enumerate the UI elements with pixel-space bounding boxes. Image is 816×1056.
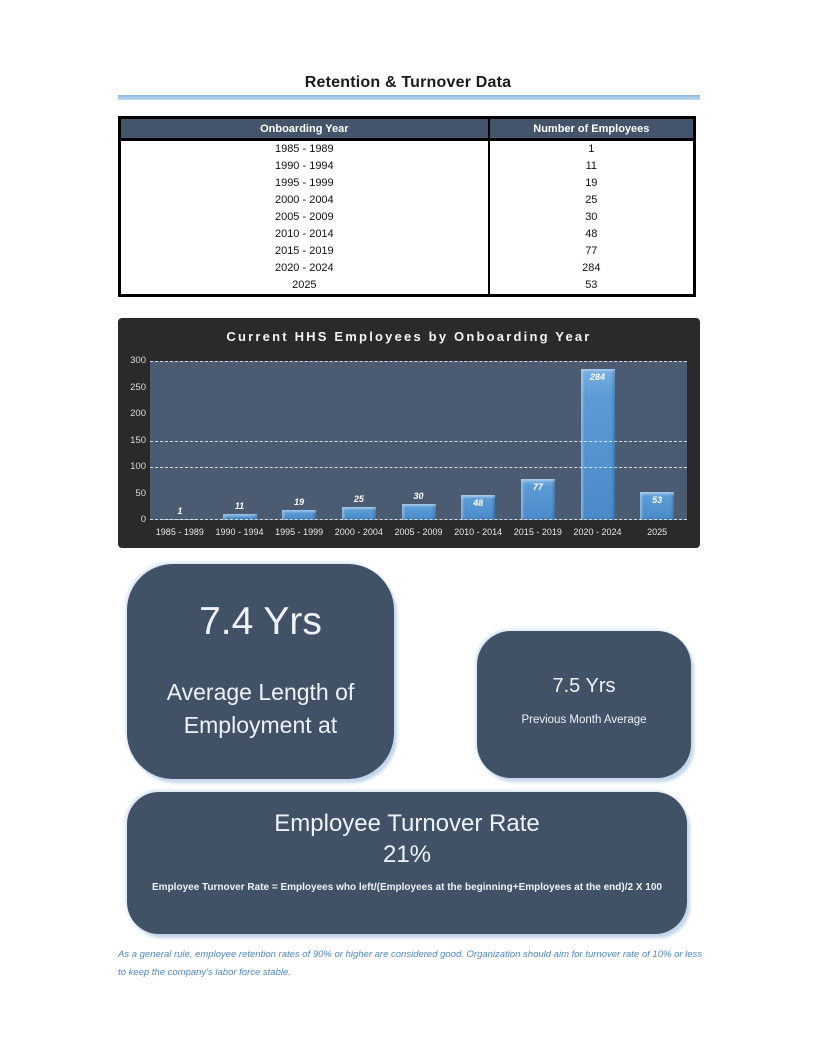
table-row: 2015 - 2019 77 xyxy=(119,243,695,260)
y-axis-label: 250 xyxy=(130,381,146,393)
average-length-value: 7.4 Yrs xyxy=(199,600,322,643)
table-row: 1995 - 1999 19 xyxy=(119,175,695,192)
previous-month-value: 7.5 Yrs xyxy=(552,675,616,697)
y-axis-label: 200 xyxy=(130,408,146,419)
footnote-text: As a general rule, employee retention ra… xyxy=(118,949,703,979)
cell-onboarding-year: 2010 - 2014 xyxy=(119,226,489,243)
x-axis-label: 2015 - 2019 xyxy=(513,527,562,537)
bar-2005 - 2009 xyxy=(401,504,436,520)
table-header-row: Onboarding Year Number of Employees xyxy=(119,117,695,141)
cell-onboarding-year: 1995 - 1999 xyxy=(119,175,489,192)
x-axis-label: 2005 - 2009 xyxy=(394,527,443,537)
table-header-number-of-employees: Number of Employees xyxy=(487,117,695,141)
cell-onboarding-year: 1990 - 1994 xyxy=(119,158,489,175)
y-axis-label: 0 xyxy=(140,514,146,525)
cell-number-of-employees: 30 xyxy=(487,209,695,226)
table-row: 2000 - 2004 25 xyxy=(119,192,695,209)
x-axis-label: 1995 - 1999 xyxy=(275,527,324,537)
cell-onboarding-year: 1985 - 1989 xyxy=(119,139,489,158)
bar-value-label: 11 xyxy=(234,501,245,512)
turnover-rate-value: 21% xyxy=(382,841,432,868)
cell-onboarding-year: 2025 xyxy=(119,277,489,296)
gridline-300 xyxy=(150,361,687,362)
card-previous-month-average: 7.5 Yrs Previous Month Average xyxy=(477,631,691,778)
gridline-0 xyxy=(150,519,687,520)
bar-value-label: 30 xyxy=(413,491,424,502)
bar-value-label: 77 xyxy=(532,482,543,493)
x-axis-label: 1990 - 1994 xyxy=(215,527,264,537)
y-axis-label: 50 xyxy=(135,487,146,499)
gridline-100 xyxy=(150,467,687,468)
bar-2010 - 2014 xyxy=(461,494,496,520)
turnover-rate-formula: Employee Turnover Rate = Employees who l… xyxy=(152,882,662,893)
table-row: 2005 - 2009 30 xyxy=(119,209,695,226)
bar-value-label: 284 xyxy=(589,372,606,383)
average-length-label: Average Length of Employment at xyxy=(166,679,355,739)
cell-number-of-employees: 48 xyxy=(487,226,695,243)
bar-2025 xyxy=(640,491,675,520)
cell-number-of-employees: 25 xyxy=(487,192,695,209)
onboarding-table: Onboarding Year Number of Employees 1985… xyxy=(118,116,696,297)
bar-1995 - 1999 xyxy=(282,509,317,520)
y-axis-label: 300 xyxy=(130,355,146,366)
y-axis-label: 100 xyxy=(130,461,146,472)
turnover-rate-title: Employee Turnover Rate xyxy=(274,810,540,837)
cell-onboarding-year: 2015 - 2019 xyxy=(119,243,489,260)
cell-number-of-employees: 77 xyxy=(487,243,695,260)
bar-value-label: 25 xyxy=(353,493,364,504)
y-axis-label: 150 xyxy=(130,434,146,446)
bar-value-label: 53 xyxy=(652,494,663,505)
cell-onboarding-year: 2020 - 2024 xyxy=(119,260,489,277)
plot-area: 1 11 19 25 30 48 77 284 53 xyxy=(150,361,687,520)
previous-month-label: Previous Month Average xyxy=(521,714,647,726)
table-row: 1985 - 1989 1 xyxy=(119,139,695,158)
cell-number-of-employees: 284 xyxy=(487,260,695,277)
title-underline-rule xyxy=(118,95,700,100)
table-row: 1990 - 1994 11 xyxy=(119,158,695,175)
bar-value-label: 48 xyxy=(473,497,484,508)
table-row: 2010 - 2014 48 xyxy=(119,226,695,243)
cell-onboarding-year: 2005 - 2009 xyxy=(119,209,489,226)
bar-value-label: 1 xyxy=(177,506,183,516)
card-average-length-of-employment: 7.4 Yrs Average Length of Employment at xyxy=(127,564,394,779)
table-row: 2020 - 2024 284 xyxy=(119,260,695,277)
page-title: Retention & Turnover Data xyxy=(304,74,512,91)
x-axis-label: 2010 - 2014 xyxy=(454,527,503,537)
gridline-150 xyxy=(150,440,687,442)
x-axis-label: 1985 - 1989 xyxy=(155,527,204,537)
bar-chart: Current HHS Employees by Onboarding Year… xyxy=(118,318,700,548)
cell-number-of-employees: 19 xyxy=(487,175,695,192)
bar-value-label: 19 xyxy=(294,496,305,507)
cell-onboarding-year: 2000 - 2004 xyxy=(119,192,489,209)
bar-2015 - 2019 xyxy=(520,479,555,520)
x-axis-label: 2025 xyxy=(647,527,668,537)
cell-number-of-employees: 53 xyxy=(487,277,695,296)
cell-number-of-employees: 1 xyxy=(487,139,695,158)
cell-number-of-employees: 11 xyxy=(487,158,695,175)
table-header-onboarding-year: Onboarding Year xyxy=(119,117,489,141)
bar-1990 - 1994 xyxy=(222,514,257,520)
x-axis-label: 2020 - 2024 xyxy=(573,527,622,537)
x-axis-label: 2000 - 2004 xyxy=(334,527,383,537)
table-body: 1985 - 1989 1 1990 - 1994 11 1995 - 1999 19 20… xyxy=(119,139,695,296)
bar-2000 - 2004 xyxy=(341,506,376,520)
chart-title: Current HHS Employees by Onboarding Year xyxy=(226,329,592,344)
table-row: 2025 53 xyxy=(119,277,695,296)
card-employee-turnover-rate: Employee Turnover Rate 21% Employee Turn… xyxy=(127,792,687,934)
bar-2020 - 2024 xyxy=(580,369,615,520)
